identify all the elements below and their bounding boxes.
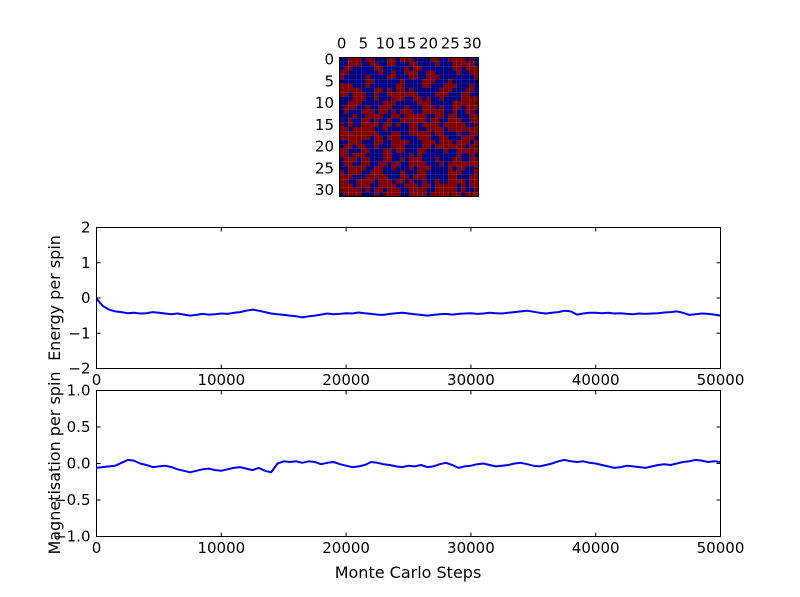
magnetisation-x-tick-label: 20000 [322,539,370,557]
energy-x-tick-label: 20000 [322,371,370,389]
lattice-y-tick-label: 0 [324,51,334,69]
lattice-x-tick-label: 0 [337,35,347,53]
lattice-y-tick-label: 5 [324,72,334,90]
magnetisation-line [96,458,721,474]
magnetisation-y-tick-label: 0.0 [67,455,91,473]
magnetisation-y-tick-label: 1.0 [67,382,91,400]
energy-y-tick-label: 2 [81,219,91,237]
energy-x-tick-label: 40000 [572,371,620,389]
energy-x-tick-label: 0 [92,371,102,389]
magnetisation-x-tick-label: 50000 [697,539,745,557]
energy-subplot: 0 10000 20000 30000 40000 50000 2 1 0 −1 −2 [68,219,744,390]
lattice-x-tick-label: 20 [419,35,438,53]
magnetisation-ticks [96,390,721,537]
lattice-y-tick-label: 20 [315,138,334,156]
monte-carlo-steps-xlabel: Monte Carlo Steps [335,563,482,582]
lattice-ticks [339,57,479,197]
energy-frame [96,227,721,369]
energy-y-tick-label: −1 [68,324,90,342]
magnetisation-x-tick-label: 30000 [447,539,495,557]
energy-x-tick-label: 30000 [447,371,495,389]
magnetisation-y-tick-label: −1.0 [54,528,90,546]
energy-y-tick-label: 0 [81,289,91,307]
magnetisation-ylabel: Magnetisation per spin [45,371,64,554]
energy-x-tick-label: 10000 [197,371,245,389]
lattice-x-tick-label: 15 [397,35,416,53]
lattice-y-tick-label: 30 [315,181,334,199]
magnetisation-x-tick-label: 40000 [572,539,620,557]
magnetisation-x-tick-label: 10000 [197,539,245,557]
lattice-x-tick-label: 10 [376,35,395,53]
lattice-x-tick-label: 5 [359,35,369,53]
lattice-x-tick-label: 30 [462,35,481,53]
lattice-y-tick-label: 15 [315,116,334,134]
lattice-y-tick-label: 10 [315,94,334,112]
lattice-cells [339,57,479,197]
energy-ylabel: Energy per spin [45,235,64,361]
lattice-frame [339,57,479,197]
energy-x-tick-label: 50000 [697,371,745,389]
magnetisation-x-tick-label: 0 [92,539,102,557]
magnetisation-subplot: 0 10000 20000 30000 40000 50000 1.0 0.5 0.0 −0.5 −… [54,382,744,558]
magnetisation-y-tick-label: −0.5 [54,491,90,509]
energy-y-tick-label: 1 [81,254,91,272]
lattice-x-tick-label: 25 [441,35,460,53]
energy-y-tick-label: −2 [68,360,90,378]
magnetisation-y-tick-label: 0.5 [67,418,91,436]
magnetisation-frame [96,390,721,537]
energy-ticks [96,227,721,369]
energy-line [95,298,721,319]
lattice-y-tick-label: 25 [315,159,334,177]
